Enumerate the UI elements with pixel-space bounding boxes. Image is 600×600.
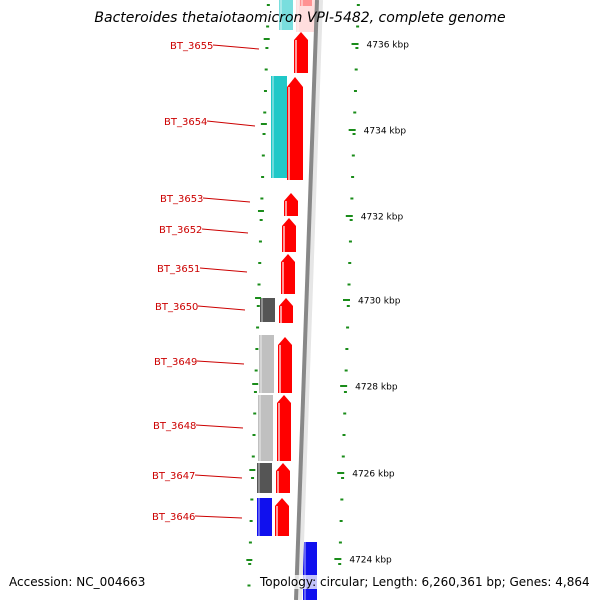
gene-label-leader: [194, 515, 243, 519]
gene-label: BT_3652: [159, 225, 202, 236]
gene-arrow: [275, 498, 289, 536]
gene-label-leader: [195, 424, 244, 429]
gene-arrow: [276, 463, 290, 493]
scale-label: 4732 kbp: [361, 213, 404, 223]
scale-label: 4730 kbp: [358, 297, 401, 307]
gene-label-leader: [199, 267, 248, 273]
scale-label: 4728 kbp: [355, 383, 398, 393]
scale-label: 4734 kbp: [364, 127, 407, 137]
gene-label-leader: [212, 44, 260, 50]
feature-block: [257, 498, 272, 536]
gene-label-leader: [202, 197, 251, 203]
feature-track: [257, 0, 317, 600]
gene-label-leader: [194, 474, 243, 479]
gene-arrow: [279, 298, 293, 323]
gene-label: BT_3653: [160, 194, 203, 205]
gene-label: BT_3646: [152, 512, 195, 523]
backbone-shadow: [296, 0, 323, 600]
genome-summary-text: Topology: circular; Length: 6,260,361 bp…: [260, 575, 590, 589]
gene-label-leader: [196, 360, 245, 365]
gene-arrow: [287, 77, 303, 180]
gene-arrow: [284, 193, 298, 216]
feature-block: [257, 463, 272, 493]
gene-label: BT_3647: [152, 471, 195, 482]
feature-block: [260, 298, 275, 322]
gene-labels: BT_3655 BT_3654 BT_3653 BT_3652 BT_3651 BT_36…: [152, 41, 260, 523]
map-title: Bacteroides thetaiotaomicron VPI-5482, c…: [94, 10, 506, 26]
gene-label-leader: [201, 228, 249, 234]
gene-label: BT_3654: [164, 117, 207, 128]
scale-label: 4726 kbp: [352, 470, 395, 480]
gene-label: BT_3651: [157, 264, 200, 275]
feature-block: [296, 0, 316, 32]
gene-label-leader: [206, 120, 256, 127]
gene-label: BT_3655: [170, 41, 213, 52]
gene-label: BT_3648: [153, 421, 196, 432]
gene-label: BT_3650: [155, 302, 198, 313]
scale-label: 4724 kbp: [349, 556, 392, 566]
feature-block: [271, 76, 287, 178]
gene-label-leader: [197, 305, 246, 311]
feature-block: [259, 335, 274, 393]
feature-block: [258, 395, 273, 461]
scale-label: 4736 kbp: [367, 41, 410, 51]
gene-arrow: [294, 32, 308, 73]
backbone-line: [294, 0, 319, 600]
feature-block: [279, 0, 293, 30]
gene-arrow: [278, 337, 292, 393]
genome-backbone: [294, 0, 323, 600]
gene-arrow: [281, 254, 295, 294]
gene-label: BT_3649: [154, 357, 197, 368]
gene-arrow: [282, 218, 296, 252]
scale-ticks: 4736 kbp 4734 kbp 4732 kbp 4730 kbp 4728 kbp…: [246, 4, 410, 587]
gene-arrow: [277, 395, 291, 461]
accession-text: Accession: NC_004663: [9, 575, 146, 589]
